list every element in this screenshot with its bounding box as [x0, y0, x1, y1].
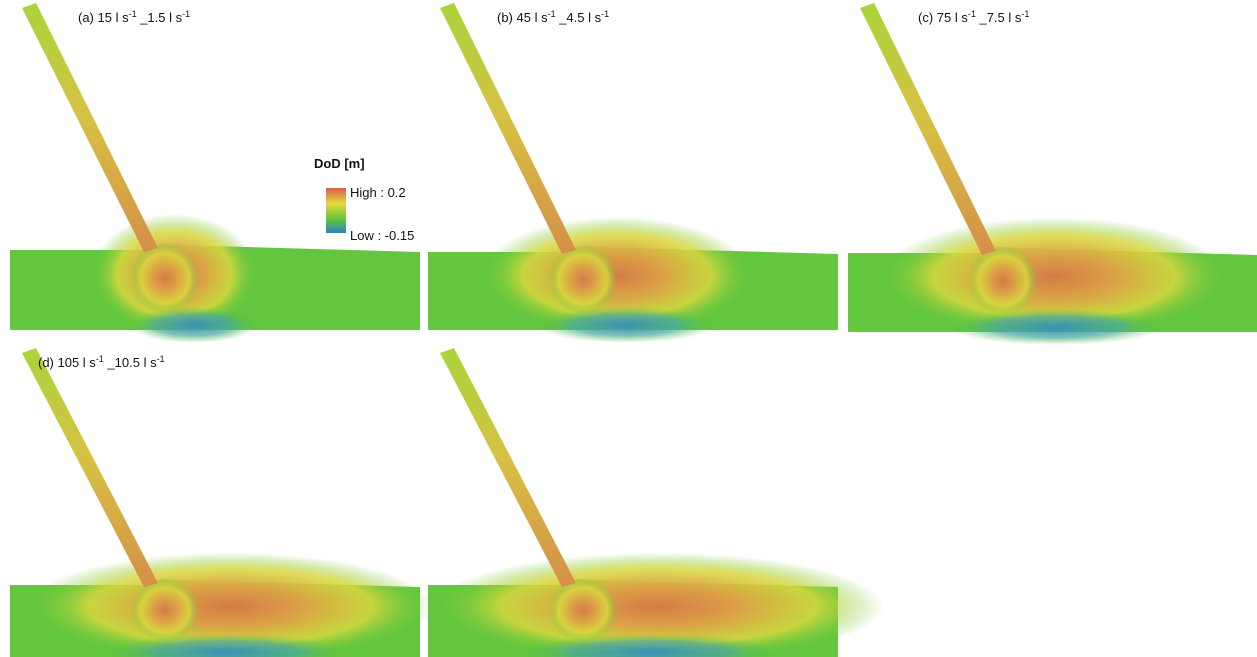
panel: (d) 105 l s-1 _10.5 l s-1	[10, 348, 433, 657]
superscript: -1	[548, 9, 556, 19]
panel-label: (c) 75 l s-1 _7.5 l s-1	[918, 9, 1029, 25]
superscript: -1	[182, 9, 190, 19]
legend-title: DoD [m]	[314, 156, 365, 171]
label-text: _10.5 l s	[104, 355, 157, 370]
figure: (a) 15 l s-1 _1.5 l s-1(b) 45 l s-1 _4.5…	[0, 0, 1257, 657]
erosion	[950, 309, 1163, 345]
deposition-core	[548, 578, 618, 643]
label-text: (b) 45 l s	[497, 10, 548, 25]
superscript: -1	[157, 354, 165, 364]
erosion	[537, 307, 715, 343]
superscript: -1	[601, 9, 609, 19]
legend-high: High : 0.2	[350, 185, 406, 200]
label-text: (c) 75 l s	[918, 10, 968, 25]
deposition-core	[130, 242, 200, 314]
legend-low: Low : -0.15	[350, 228, 414, 243]
label-text: _4.5 l s	[556, 10, 602, 25]
panel	[428, 348, 884, 657]
panel: (c) 75 l s-1 _7.5 l s-1	[848, 3, 1257, 345]
panel-label: (a) 15 l s-1 _1.5 l s-1	[78, 9, 190, 25]
deposition-core	[130, 578, 200, 643]
panel: (b) 45 l s-1 _4.5 l s-1	[428, 3, 838, 343]
deposition-core	[548, 244, 618, 314]
channel	[22, 348, 158, 587]
channel	[860, 3, 996, 255]
channel	[440, 348, 576, 587]
channel	[440, 3, 576, 254]
superscript: -1	[96, 354, 104, 364]
label-text: _1.5 l s	[137, 10, 183, 25]
legend-colorbar	[326, 188, 346, 233]
deposition-core	[968, 245, 1038, 316]
label-text: (a) 15 l s	[78, 10, 129, 25]
panel-label: (b) 45 l s-1 _4.5 l s-1	[497, 9, 609, 25]
legend: DoD [m] High : 0.2 Low : -0.15	[314, 156, 414, 243]
page: (a) 15 l s-1 _1.5 l s-1(b) 45 l s-1 _4.5…	[0, 0, 1257, 657]
label-text: (d) 105 l s	[38, 355, 96, 370]
label-text: _7.5 l s	[976, 10, 1022, 25]
superscript: -1	[968, 9, 976, 19]
panel: (a) 15 l s-1 _1.5 l s-1	[10, 3, 420, 343]
channel	[22, 3, 158, 252]
superscript: -1	[1021, 9, 1029, 19]
superscript: -1	[129, 9, 137, 19]
panel-label: (d) 105 l s-1 _10.5 l s-1	[38, 354, 165, 370]
erosion	[130, 307, 259, 343]
